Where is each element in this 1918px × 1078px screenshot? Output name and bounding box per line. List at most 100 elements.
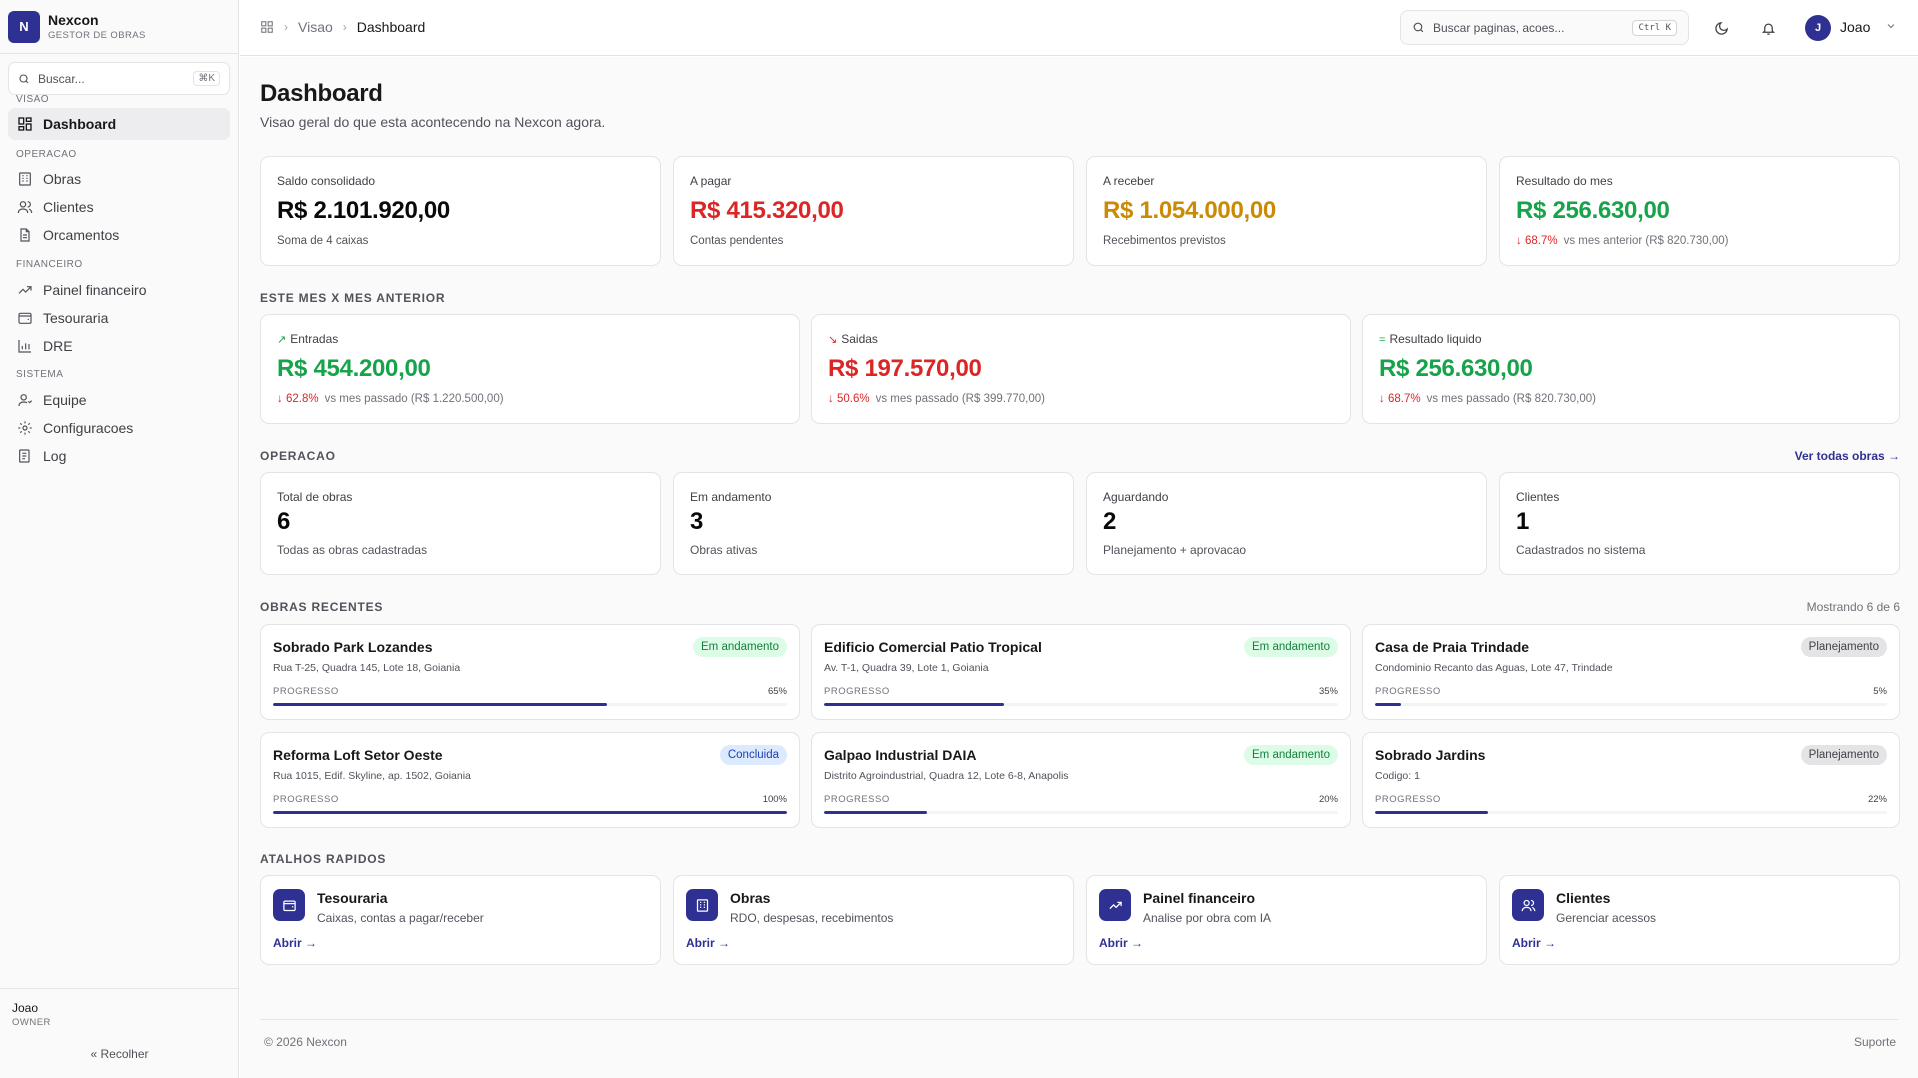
breadcrumb-separator: › bbox=[284, 20, 288, 34]
notifications-button[interactable] bbox=[1758, 18, 1778, 38]
sidebar-item-tesouraria[interactable]: Tesouraria bbox=[8, 302, 230, 334]
card-label: ↘ Saidas bbox=[828, 332, 878, 346]
shortcut-open-link[interactable]: Abrir → bbox=[1099, 936, 1144, 950]
progress-label: PROGRESSO bbox=[824, 686, 890, 697]
breadcrumb-separator: › bbox=[342, 20, 347, 34]
stat-card-total-obras: Total de obras 6 Todas as obras cadastra… bbox=[260, 472, 661, 575]
obra-address: Rua T-25, Quadra 145, Lote 18, Goiania bbox=[273, 662, 461, 674]
section-obras-recentes: OBRAS RECENTES bbox=[260, 600, 384, 614]
obra-card[interactable]: Sobrado Jardins Planejamento Codigo: 1 P… bbox=[1362, 732, 1900, 828]
arrow-down-icon: ↓ bbox=[1379, 393, 1385, 405]
sidebar-item-dashboard[interactable]: Dashboard bbox=[8, 108, 230, 140]
progress-bar bbox=[1375, 811, 1887, 814]
bar-chart-icon bbox=[18, 340, 31, 353]
brand-logo: N bbox=[8, 10, 40, 43]
sidebar-item-painel-financeiro[interactable]: Painel financeiro bbox=[8, 274, 230, 306]
sidebar-item-obras[interactable]: Obras bbox=[8, 163, 230, 195]
summary-card-resultado: Resultado do mes R$ 256.630,00 ↓ 68.7% vs… bbox=[1499, 156, 1900, 266]
section-sistema: SISTEMA bbox=[16, 369, 64, 380]
obra-name: Sobrado Jardins bbox=[1375, 747, 1486, 763]
card-label-text: Entradas bbox=[290, 332, 339, 346]
shortcut-title: Obras bbox=[730, 890, 771, 906]
shortcut-open-link[interactable]: Abrir → bbox=[273, 936, 318, 950]
obra-card[interactable]: Casa de Praia Trindade Planejamento Cond… bbox=[1362, 624, 1900, 720]
footer-support-link[interactable]: Suporte bbox=[1853, 1035, 1896, 1049]
card-label: Saldo consolidado bbox=[277, 174, 376, 188]
shortcut-title: Painel financeiro bbox=[1143, 890, 1256, 906]
shortcut-sub: Caixas, contas a pagar/receber bbox=[317, 911, 484, 925]
sidebar-item-clientes[interactable]: Clientes bbox=[8, 191, 230, 223]
delta-down: ↓ 68.7% bbox=[1516, 235, 1558, 247]
obra-name: Galpao Industrial DAIA bbox=[824, 747, 977, 763]
wallet-icon bbox=[273, 889, 305, 921]
collapse-sidebar-button[interactable]: « Recolher bbox=[0, 1047, 239, 1061]
summary-card-saldo: Saldo consolidado R$ 2.101.920,00 Soma d… bbox=[260, 156, 661, 266]
card-label-text: Saidas bbox=[841, 332, 878, 346]
breadcrumb-visao[interactable]: Visao bbox=[298, 19, 333, 35]
user-menu-name[interactable]: Joao bbox=[1840, 19, 1871, 35]
trending-up-icon bbox=[18, 286, 32, 294]
shortcut-card-clientes[interactable]: Clientes Gerenciar acessos Abrir → bbox=[1499, 875, 1900, 965]
sidebar-item-label: Log bbox=[43, 448, 67, 464]
progress-fill bbox=[273, 811, 787, 814]
progress-bar bbox=[824, 703, 1338, 706]
sidebar-item-orcamentos[interactable]: Orcamentos bbox=[8, 219, 230, 251]
chevron-down-icon[interactable] bbox=[1885, 20, 1897, 32]
card-label: Em andamento bbox=[690, 490, 772, 504]
card-label: ↗ Entradas bbox=[277, 332, 338, 346]
sidebar-item-log[interactable]: Log bbox=[8, 440, 230, 472]
card-label-text: Resultado liquido bbox=[1389, 332, 1482, 346]
obra-card[interactable]: Galpao Industrial DAIA Em andamento Dist… bbox=[811, 732, 1351, 828]
sidebar-search-shortcut: ⌘K bbox=[193, 71, 220, 86]
section-financeiro: FINANCEIRO bbox=[16, 259, 83, 270]
summary-card-a-receber: A receber R$ 1.054.000,00 Recebimentos p… bbox=[1086, 156, 1487, 266]
delta-value: 50.6% bbox=[836, 393, 870, 405]
sidebar-item-dre[interactable]: DRE bbox=[8, 330, 230, 362]
delta-down: ↓ 68.7% bbox=[1379, 393, 1421, 405]
log-icon bbox=[19, 449, 30, 463]
chevrons-left-icon: « bbox=[90, 1047, 98, 1061]
arrow-down-icon: ↓ bbox=[1516, 235, 1522, 247]
sidebar-footer: Joao OWNER « Recolher bbox=[0, 988, 239, 1078]
sidebar-item-equipe[interactable]: Equipe bbox=[8, 384, 230, 416]
obra-name: Reforma Loft Setor Oeste bbox=[273, 747, 443, 763]
avatar[interactable]: J bbox=[1805, 15, 1831, 41]
card-sub: ↓ 68.7% vs mes passado (R$ 820.730,00) bbox=[1379, 393, 1596, 405]
sidebar-user-role: OWNER bbox=[12, 1017, 51, 1028]
sidebar-search[interactable]: Buscar... ⌘K bbox=[8, 62, 230, 95]
card-label: Resultado do mes bbox=[1516, 174, 1613, 188]
brand[interactable]: N Nexcon GESTOR DE OBRAS bbox=[0, 0, 238, 54]
sidebar-item-configuracoes[interactable]: Configuracoes bbox=[8, 412, 230, 444]
shortcut-open-link[interactable]: Abrir → bbox=[1512, 936, 1557, 950]
progress-bar bbox=[824, 811, 1338, 814]
main-content: Dashboard Visao geral do que esta aconte… bbox=[240, 57, 1918, 1078]
status-badge: Planejamento bbox=[1800, 637, 1887, 657]
obra-address: Codigo: 1 bbox=[1375, 770, 1420, 782]
collapse-label: Recolher bbox=[100, 1047, 149, 1061]
stat-card-aguardando: Aguardando 2 Planejamento + aprovacao bbox=[1086, 472, 1487, 575]
card-value: 1 bbox=[1516, 508, 1530, 535]
card-label: A receber bbox=[1103, 174, 1155, 188]
card-value: R$ 256.630,00 bbox=[1379, 355, 1533, 382]
delta-caption: vs mes passado (R$ 1.220.500,00) bbox=[324, 393, 504, 405]
view-all-obras-link[interactable]: Ver todas obras → bbox=[1794, 449, 1900, 463]
shortcut-card-painel-financeiro[interactable]: Painel financeiro Analise por obra com I… bbox=[1086, 875, 1487, 965]
shortcut-card-tesouraria[interactable]: Tesouraria Caixas, contas a pagar/recebe… bbox=[260, 875, 661, 965]
obra-name: Edificio Comercial Patio Tropical bbox=[824, 639, 1042, 655]
wallet-icon bbox=[18, 312, 32, 324]
obra-card[interactable]: Sobrado Park Lozandes Em andamento Rua T… bbox=[260, 624, 800, 720]
obra-card[interactable]: Reforma Loft Setor Oeste Concluida Rua 1… bbox=[260, 732, 800, 828]
shortcut-open-link[interactable]: Abrir → bbox=[686, 936, 731, 950]
stat-card-clientes: Clientes 1 Cadastrados no sistema bbox=[1499, 472, 1900, 575]
equals-icon: = bbox=[1379, 334, 1386, 346]
grid-icon[interactable] bbox=[260, 20, 274, 34]
global-search[interactable]: Buscar paginas, acoes... Ctrl K bbox=[1400, 10, 1689, 45]
status-badge: Em andamento bbox=[693, 637, 787, 657]
shortcut-sub: Analise por obra com IA bbox=[1143, 911, 1272, 925]
progress-fill bbox=[824, 811, 927, 814]
theme-toggle-button[interactable] bbox=[1711, 18, 1731, 38]
card-value: 2 bbox=[1103, 508, 1117, 535]
progress-fill bbox=[824, 703, 1004, 706]
shortcut-card-obras[interactable]: Obras RDO, despesas, recebimentos Abrir … bbox=[673, 875, 1074, 965]
obra-card[interactable]: Edificio Comercial Patio Tropical Em and… bbox=[811, 624, 1351, 720]
